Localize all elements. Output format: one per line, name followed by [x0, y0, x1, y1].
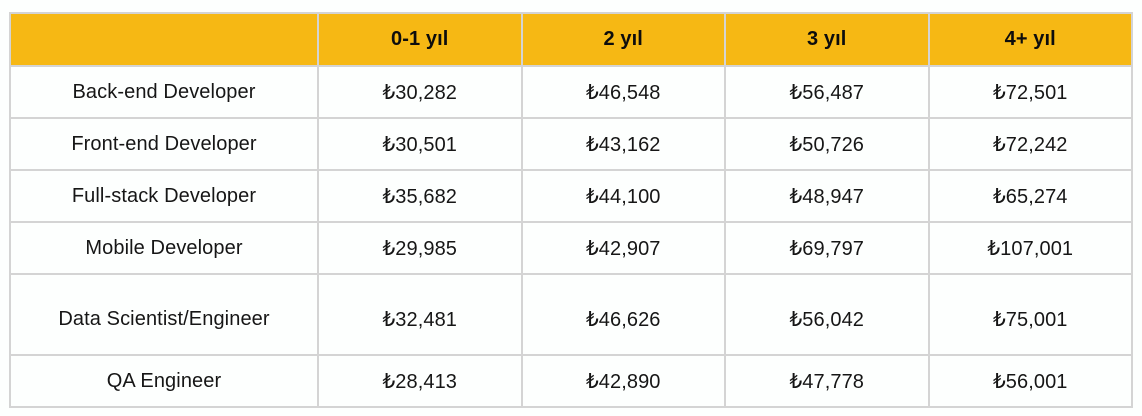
- value-cell: ₺75,001: [927, 273, 1133, 356]
- value-cell: ₺56,487: [724, 65, 930, 119]
- value-cell: ₺107,001: [927, 221, 1133, 275]
- table-body: Back-end Developer ₺30,282 ₺46,548 ₺56,4…: [9, 65, 1133, 408]
- table-row-fullstack: Full-stack Developer ₺35,682 ₺44,100 ₺48…: [9, 169, 1133, 223]
- header-cell-role: [9, 12, 319, 67]
- value-cell: ₺48,947: [724, 169, 930, 223]
- value-cell: ₺72,501: [927, 65, 1133, 119]
- value-cell: ₺35,682: [317, 169, 523, 223]
- header-cell-4plus-yil: 4+ yıl: [927, 12, 1133, 67]
- role-cell: Full-stack Developer: [9, 169, 319, 223]
- value-cell: ₺72,242: [927, 117, 1133, 171]
- header-row: 0-1 yıl 2 yıl 3 yıl 4+ yıl: [9, 12, 1133, 67]
- salary-table: 0-1 yıl 2 yıl 3 yıl 4+ yıl Back-end Deve…: [9, 12, 1133, 408]
- role-cell: Data Scientist/Engineer: [9, 273, 319, 356]
- value-cell: ₺42,907: [520, 221, 726, 275]
- table-row-backend: Back-end Developer ₺30,282 ₺46,548 ₺56,4…: [9, 65, 1133, 119]
- role-cell: Mobile Developer: [9, 221, 319, 275]
- role-cell: Back-end Developer: [9, 65, 319, 119]
- value-cell: ₺56,042: [724, 273, 930, 356]
- table-row-mobile: Mobile Developer ₺29,985 ₺42,907 ₺69,797…: [9, 221, 1133, 275]
- header-cell-3yil: 3 yıl: [724, 12, 930, 67]
- table-header: 0-1 yıl 2 yıl 3 yıl 4+ yıl: [9, 12, 1133, 67]
- value-cell: ₺30,282: [317, 65, 523, 119]
- table-row-frontend: Front-end Developer ₺30,501 ₺43,162 ₺50,…: [9, 117, 1133, 171]
- value-cell: ₺69,797: [724, 221, 930, 275]
- value-cell: ₺46,548: [520, 65, 726, 119]
- value-cell: ₺65,274: [927, 169, 1133, 223]
- value-cell: ₺28,413: [317, 354, 523, 408]
- value-cell: ₺30,501: [317, 117, 523, 171]
- role-cell: Front-end Developer: [9, 117, 319, 171]
- table-row-qa-engineer: QA Engineer ₺28,413 ₺42,890 ₺47,778 ₺56,…: [9, 354, 1133, 408]
- value-cell: ₺42,890: [520, 354, 726, 408]
- value-cell: ₺44,100: [520, 169, 726, 223]
- header-cell-0-1yil: 0-1 yıl: [317, 12, 523, 67]
- value-cell: ₺50,726: [724, 117, 930, 171]
- value-cell: ₺47,778: [724, 354, 930, 408]
- role-cell: QA Engineer: [9, 354, 319, 408]
- value-cell: ₺29,985: [317, 221, 523, 275]
- value-cell: ₺46,626: [520, 273, 726, 356]
- header-cell-2yil: 2 yıl: [520, 12, 726, 67]
- value-cell: ₺43,162: [520, 117, 726, 171]
- table-row-data-scientist: Data Scientist/Engineer ₺32,481 ₺46,626 …: [9, 273, 1133, 356]
- value-cell: ₺32,481: [317, 273, 523, 356]
- value-cell: ₺56,001: [927, 354, 1133, 408]
